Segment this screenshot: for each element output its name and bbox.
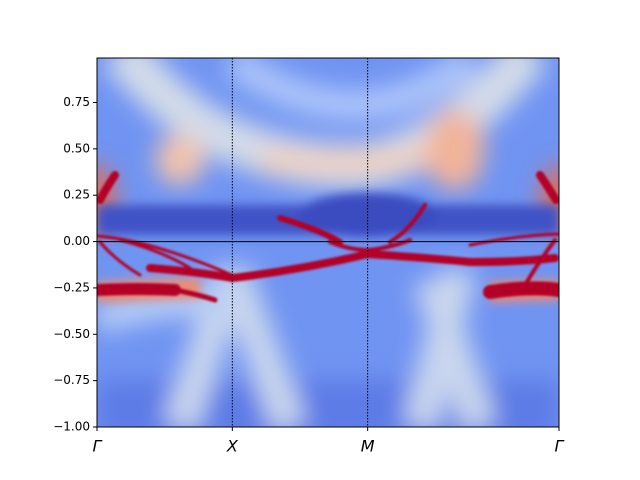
y-tick-label: −0.25 [53,280,90,294]
x-tick-label: Γ [93,437,103,456]
x-tick-label: X [226,437,239,456]
y-tick-label: −1.00 [53,420,90,434]
x-tick-label: Γ [555,437,565,456]
y-tick-label: 0.00 [63,234,90,248]
y-tick-label: 0.75 [63,95,90,109]
y-tick-label: −0.75 [53,373,90,387]
y-tick-label: 0.50 [63,141,90,155]
x-tick-label: M [361,437,375,456]
plot-frame [96,57,560,428]
y-tick-label: 0.25 [63,188,90,202]
heatmap-image [97,58,559,427]
y-tick-label: −0.50 [53,327,90,341]
